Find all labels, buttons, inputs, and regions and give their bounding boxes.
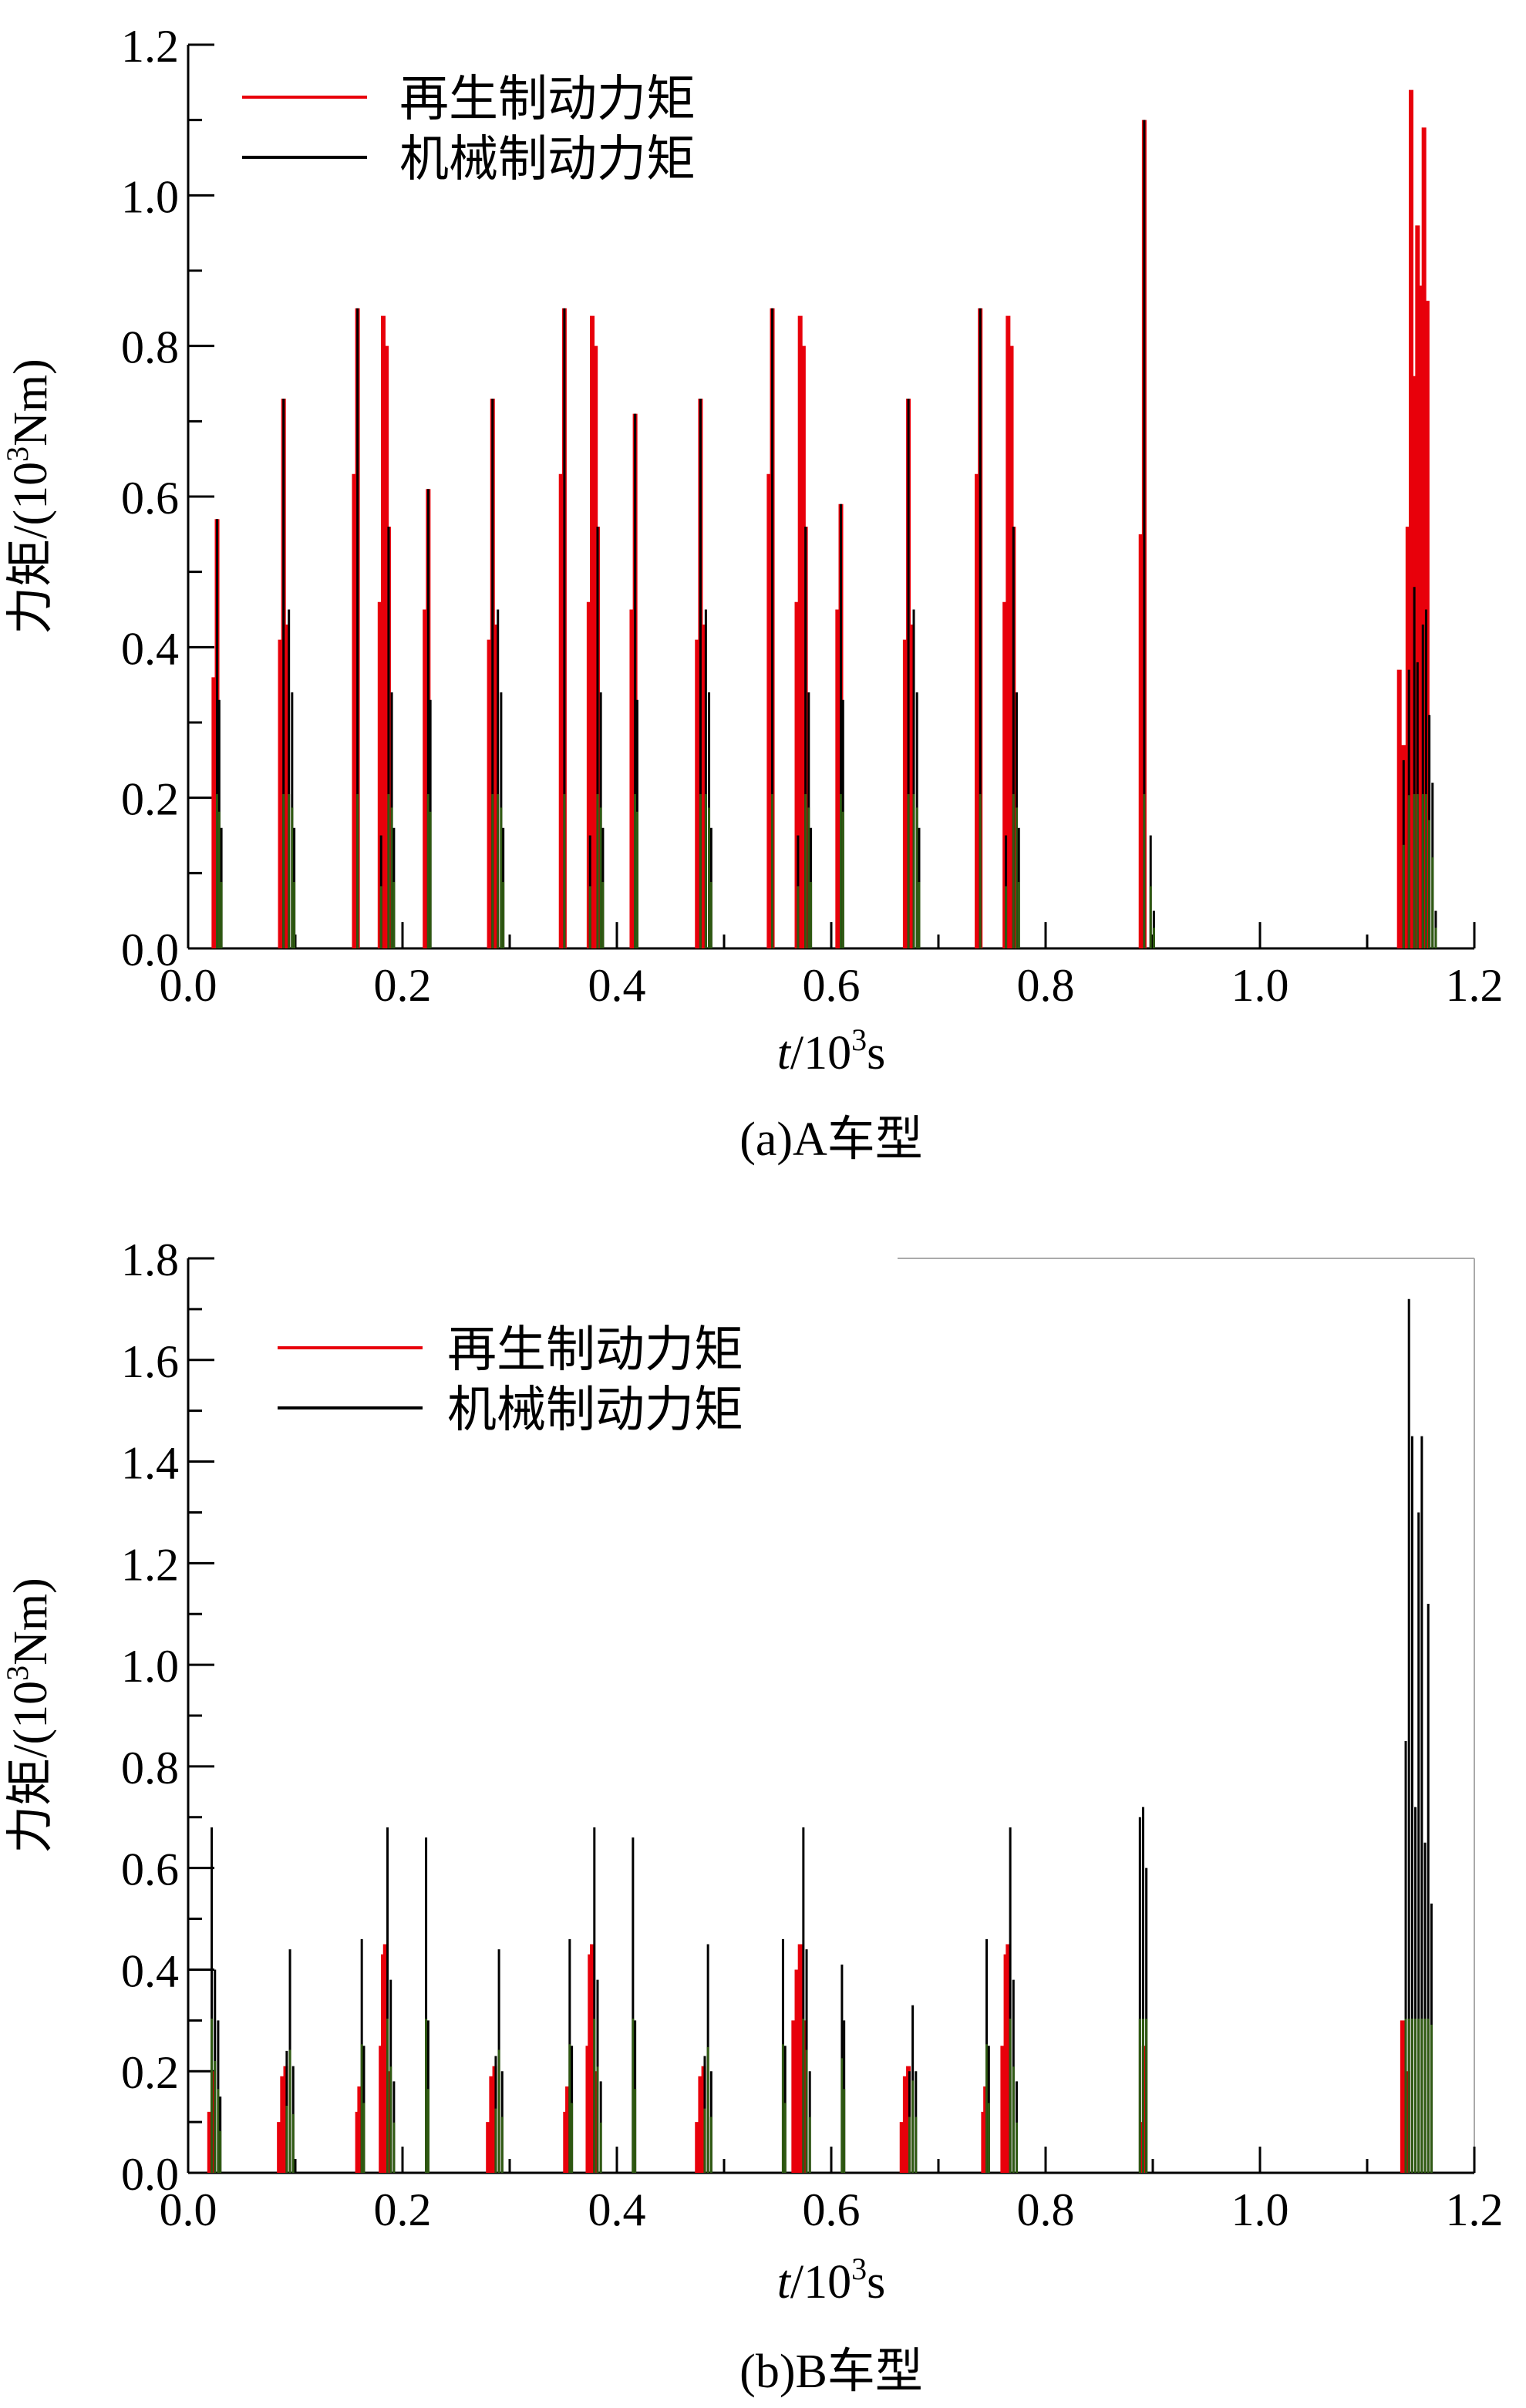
y-tick-label: 0.0: [121, 924, 179, 975]
y-tick-label: 1.8: [121, 1234, 179, 1285]
y-label-text: Nm): [5, 359, 57, 446]
panel-a-y-ticks: 0.0 0.2 0.4 0.6 0.8 1.0 1.2: [121, 21, 214, 975]
x-label-superscript: 3: [851, 2251, 867, 2286]
x-tick-label: 0.4: [588, 960, 646, 1011]
y-tick-label: 0.6: [121, 1844, 179, 1895]
panel-a-x-axis-label: t/103s: [777, 1022, 886, 1079]
y-tick-label: 0.8: [121, 322, 179, 373]
x-tick-label: 0.4: [588, 2184, 646, 2235]
y-tick-label: 1.4: [121, 1438, 179, 1489]
y-tick-label: 1.0: [121, 171, 179, 222]
y-tick-label: 1.0: [121, 1641, 179, 1692]
x-label-text: /10: [790, 2256, 851, 2309]
series-mechanical: [216, 120, 1437, 948]
x-tick-label: 0.0: [160, 2184, 217, 2235]
y-tick-label: 0.8: [121, 1743, 179, 1793]
y-label-text: 力矩/(10: [5, 1681, 57, 1854]
y-tick-label: 0.4: [121, 1945, 179, 1996]
y-label-text: Nm): [5, 1578, 57, 1665]
x-tick-label: 1.2: [1446, 2184, 1504, 2235]
x-tick-label: 1.2: [1446, 960, 1504, 1011]
x-label-text: /10: [790, 1027, 851, 1079]
y-label-superscript: 3: [0, 446, 35, 462]
x-tick-label: 0.2: [374, 2184, 432, 2235]
x-tick-label: 0.8: [1017, 2184, 1075, 2235]
series-mechanical: [211, 1298, 1433, 2173]
x-tick-label: 0.2: [374, 960, 432, 1011]
legend-label: 机械制动力矩: [447, 1382, 743, 1437]
panel-b-series: [207, 1298, 1433, 2173]
panel-b-y-axis-label: 力矩/(103Nm): [0, 1578, 57, 1854]
panel-a-caption: (a)A车型: [739, 1113, 923, 1166]
x-tick-label: 0.8: [1017, 960, 1075, 1011]
y-tick-label: 0.6: [121, 473, 179, 524]
x-tick-label: 1.0: [1231, 960, 1289, 1011]
y-tick-label: 0.0: [121, 2149, 179, 2200]
x-label-text: s: [867, 2256, 885, 2309]
y-tick-label: 0.4: [121, 623, 179, 674]
x-tick-label: 0.6: [803, 960, 861, 1011]
panel-a-x-ticks: 0.0 0.2 0.4 0.6 0.8 1.0 1.2: [160, 922, 1504, 1011]
y-tick-label: 0.2: [121, 2047, 179, 2098]
y-tick-label: 1.6: [121, 1336, 179, 1387]
y-tick-label: 0.2: [121, 774, 179, 825]
panel-a-chart: 0.0 0.2 0.4 0.6 0.8 1.0 1.2 0.0 0.2 0.4 0.6 0.8 1.0…: [0, 21, 1504, 1166]
legend-label: 再生制动力矩: [399, 72, 696, 126]
panel-b-caption: (b)B车型: [739, 2346, 923, 2398]
y-label-superscript: 3: [0, 1665, 35, 1681]
x-label-variable: t: [777, 2256, 792, 2309]
y-label-text: 力矩/(10: [5, 462, 57, 635]
panel-b-x-axis-label: t/103s: [777, 2251, 886, 2309]
panel-a-series: [211, 89, 1437, 948]
panel-b-x-ticks: 0.0 0.2 0.4 0.6 0.8 1.0 1.2: [160, 2147, 1504, 2235]
legend-label: 再生制动力矩: [447, 1322, 743, 1377]
panel-a-y-axis-label: 力矩/(103Nm): [0, 359, 57, 635]
y-tick-label: 1.2: [121, 1539, 179, 1590]
y-tick-label: 1.2: [121, 21, 179, 72]
x-label-variable: t: [777, 1027, 792, 1079]
x-tick-label: 1.0: [1231, 2184, 1289, 2235]
x-tick-label: 0.6: [803, 2184, 861, 2235]
series-regenerative: [211, 89, 1430, 948]
x-label-text: s: [867, 1027, 885, 1079]
legend-label: 机械制动力矩: [399, 132, 696, 187]
panel-b-chart: 0.0 0.2 0.4 0.6 0.8 1.0 1.2 1.4 1.6 1.8 0.0 0.2 0.4…: [0, 1234, 1504, 2398]
panel-b-y-ticks: 0.0 0.2 0.4 0.6 0.8 1.0 1.2 1.4 1.6 1.8: [121, 1234, 214, 2200]
x-label-superscript: 3: [851, 1022, 867, 1057]
x-tick-label: 0.0: [160, 960, 217, 1011]
